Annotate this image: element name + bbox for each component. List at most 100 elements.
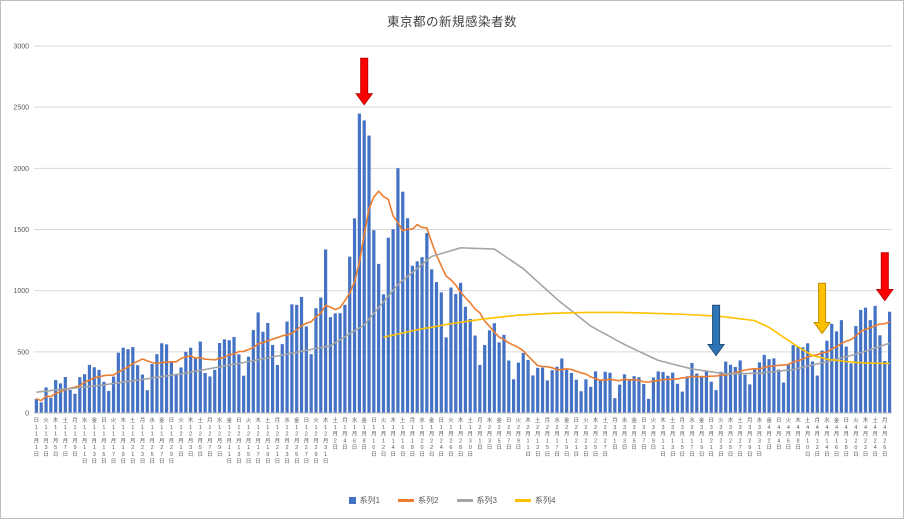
x-axis-label: 木 [120,416,126,424]
bar [352,218,357,413]
x-axis-label: 月 [410,417,416,424]
legend-item-series1[interactable]: 系列1 [348,495,380,506]
x-axis-label: 1 [382,438,385,444]
x-axis-label: 月 [786,431,792,438]
series3-line-swatch [456,499,473,502]
bar [560,358,564,413]
y-axis-label: 500 [17,349,29,356]
x-axis-label: 月 [680,431,686,438]
annotation-arrow-blue-arrow-march-bottom[interactable] [707,304,726,357]
x-axis-label: 1 [536,438,539,444]
x-axis-label: 1 [247,445,250,451]
x-axis-label: 4 [825,425,828,431]
x-axis-label: 日 [101,458,107,465]
legend-item-series2[interactable]: 系列2 [398,495,439,506]
x-axis-label: 月 [207,437,213,444]
x-axis-label: 1 [806,438,809,444]
bar [810,361,815,413]
annotation-arrow-yellow-arrow-april-cross[interactable] [813,282,832,335]
bar [121,347,125,413]
x-axis-label: 2 [536,425,539,431]
x-axis-label: 1 [131,425,134,431]
x-axis-label: 9 [748,445,751,451]
x-axis-label: 日 [516,444,522,451]
x-axis-label: 5 [102,452,105,458]
x-axis-label: 4 [864,425,867,431]
legend-label-series3: 系列3 [476,496,497,505]
bar [381,294,386,413]
x-axis-label: 1 [83,445,86,451]
y-axis-label: 2500 [13,105,29,112]
x-axis-label: 日 [429,451,435,458]
x-axis-label: 日 [323,458,329,465]
x-axis-label: 月 [169,437,175,444]
bar [256,312,260,413]
x-axis-label: 火 [178,418,184,424]
x-axis-label: 月 [747,431,753,438]
bar [39,402,43,413]
bar [753,368,757,413]
bar [415,261,419,413]
bar [796,346,800,413]
bar [68,389,72,413]
x-axis-label: 月 [226,437,232,444]
x-axis-label: 月 [795,431,801,438]
bar [136,365,140,413]
x-axis-label: 4 [874,425,877,431]
annotation-arrow-red-arrow-january-peak[interactable] [355,57,374,106]
x-axis-label: 月 [284,437,290,444]
bar [531,375,535,413]
x-axis-label: 月 [390,431,396,438]
x-axis-label: 3 [189,445,192,451]
x-axis-label: 金 [429,416,435,424]
x-axis-label: 金 [226,416,232,424]
x-axis-label: 月 [381,431,387,438]
x-axis-label: 日 [583,451,589,458]
x-axis-label: 日 [361,444,367,451]
bar [49,398,53,413]
annotation-arrow-red-arrow-april-rise[interactable] [875,252,894,302]
x-axis-label: 日 [699,451,705,458]
x-axis-label: 日 [805,451,811,458]
x-axis-label: 8 [796,438,799,444]
x-axis-label: 日 [390,451,396,458]
x-axis-label: 月 [198,437,204,444]
x-axis-label: 2 [719,438,722,444]
x-axis-label: 2 [748,438,751,444]
x-axis-label: 2 [816,445,819,451]
x-axis-label: 日 [708,417,714,424]
bar [762,354,766,413]
x-axis-label: 3 [662,425,665,431]
x-axis-label: 月 [853,431,859,438]
bar [618,384,622,413]
legend-item-series4[interactable]: 系列4 [514,495,555,506]
x-axis-label: 日 [574,451,580,458]
x-axis-label: 1 [449,425,452,431]
bar [483,344,487,413]
x-axis-label: 9 [314,452,317,458]
x-axis-label: 9 [517,438,520,444]
bar [492,323,496,413]
bar [63,377,67,413]
x-axis-label: 日 [342,444,348,451]
bar [372,230,376,413]
x-axis-label: 2 [314,432,317,438]
x-axis-label: 金 [631,416,637,424]
x-axis-label: 1 [112,432,115,438]
x-axis-label: 3 [286,452,289,458]
bar [54,380,58,413]
x-axis-label: 土 [737,416,743,424]
x-axis-label: 月 [545,431,551,438]
x-axis-label: 4 [392,445,395,451]
x-axis-label: 日 [737,451,743,458]
x-axis-label: 1 [835,438,838,444]
legend-item-series3[interactable]: 系列3 [456,495,497,506]
x-axis-label: 月 [246,437,252,444]
bar [536,367,540,413]
x-axis-label: 1 [247,425,250,431]
x-axis-label: 日 [458,451,464,458]
x-axis-label: 5 [199,445,202,451]
bar [328,317,333,413]
x-axis-label: 土 [400,416,406,424]
